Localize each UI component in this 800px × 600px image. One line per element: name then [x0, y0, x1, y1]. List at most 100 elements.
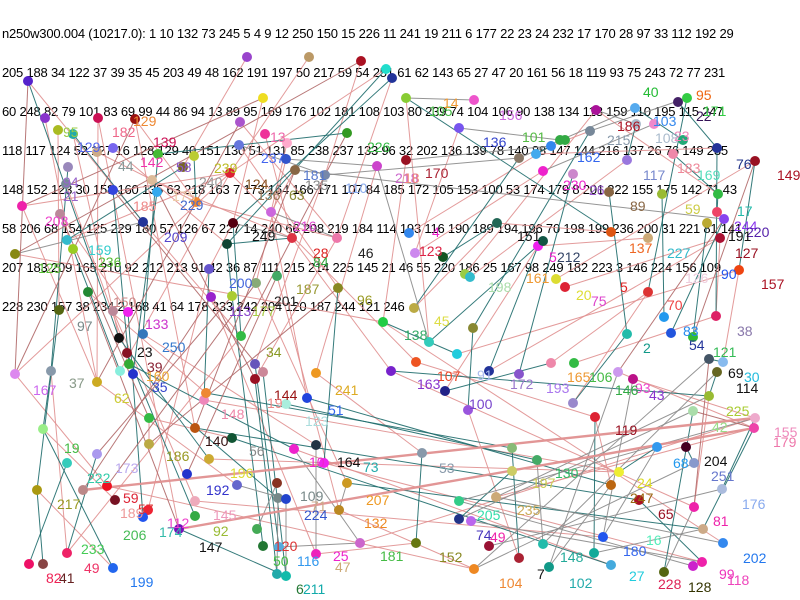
graph-node	[92, 449, 102, 459]
graph-node	[311, 440, 321, 450]
graph-node-label: 35	[152, 379, 168, 395]
graph-node	[282, 138, 292, 148]
graph-node	[68, 129, 78, 139]
graph-node-label: 45	[434, 313, 450, 329]
graph-node	[688, 332, 698, 342]
graph-edge	[27, 80, 120, 339]
graph-node	[62, 235, 72, 245]
graph-edge	[542, 123, 655, 172]
graph-node-label: 101	[522, 129, 546, 145]
graph-edge	[28, 462, 68, 565]
graph-node-label: 148	[560, 549, 584, 565]
graph-node-label: 50	[273, 553, 289, 569]
graph-edge	[458, 500, 694, 567]
graph-node	[122, 348, 132, 358]
graph-edge	[193, 155, 197, 203]
graph-edge	[255, 282, 348, 484]
graph-edge	[602, 446, 658, 538]
graph-edge	[573, 315, 717, 364]
graph-node	[466, 516, 476, 526]
graph-node-label: 193	[546, 380, 570, 396]
graph-edge	[555, 160, 756, 280]
graph-edge	[722, 269, 740, 363]
graph-node-label: 75	[591, 293, 607, 309]
graph-node	[469, 95, 479, 105]
graph-node-label: 200	[229, 275, 253, 291]
graph-node	[138, 329, 148, 339]
graph-node	[643, 287, 653, 297]
graph-node-label: 118	[727, 572, 750, 588]
graph-edge	[36, 309, 60, 491]
graph-node-label: 76	[736, 156, 752, 172]
graph-node-label: 84	[313, 254, 329, 270]
graph-node-label: 108	[655, 130, 679, 146]
graph-node-label: 211	[303, 581, 326, 597]
graph-node	[454, 123, 464, 133]
tour-line: 60 248 82 79 101 83 69 99 44 86 94 13 89…	[2, 104, 724, 119]
graph-node-label: 7	[537, 566, 545, 582]
graph-edge	[473, 462, 695, 570]
graph-edge	[66, 335, 242, 554]
graph-edge	[112, 189, 264, 373]
graph-edge	[458, 417, 756, 502]
graph-node	[178, 162, 188, 172]
graph-node	[319, 458, 329, 468]
graph-edge	[132, 191, 158, 375]
graph-edge	[702, 427, 755, 530]
graph-node-label: 174	[159, 524, 183, 540]
graph-node-label: 19	[267, 395, 283, 411]
graph-node	[492, 218, 502, 228]
graph-node-label: 130	[555, 465, 579, 481]
tour-line: n250w300.004 (10217.0): 1 10 132 73 245 …	[2, 26, 734, 41]
graph-edge	[134, 118, 197, 203]
graph-node	[228, 218, 238, 228]
graph-node	[387, 73, 397, 83]
graph-edge	[595, 109, 719, 195]
graph-node-label: 41	[59, 570, 75, 586]
graph-edge	[677, 101, 718, 149]
graph-node-label: 185	[133, 198, 157, 214]
graph-node	[749, 423, 759, 433]
graph-node-label: 135	[305, 177, 329, 193]
graph-node	[452, 349, 462, 359]
graph-node-label: 51	[328, 402, 344, 418]
graph-edge	[593, 416, 596, 554]
graph-node	[272, 271, 282, 281]
graph-node-label: 220	[746, 224, 770, 240]
graph-node-label: 132	[364, 515, 388, 531]
graph-edge	[276, 275, 340, 511]
graph-node-label: 124	[245, 176, 269, 192]
graph-node	[704, 354, 714, 364]
graph-node	[290, 165, 300, 175]
graph-edge	[376, 165, 430, 343]
graph-node-label: 53	[439, 460, 455, 476]
graph-node	[115, 366, 125, 376]
graph-node-label: 205	[477, 507, 501, 523]
graph-node-label: 146	[615, 382, 639, 398]
graph-node	[10, 249, 20, 259]
graph-edge	[632, 378, 756, 419]
graph-node-label: 156	[499, 107, 523, 123]
graph-node-label: 155	[774, 424, 798, 440]
graph-node	[689, 458, 699, 468]
graph-node-label: 109	[300, 488, 324, 504]
graph-node-label: 177	[252, 303, 276, 319]
graph-node-label: 196	[230, 465, 254, 481]
graph-node-label: 120	[274, 538, 298, 554]
graph-node	[386, 366, 396, 376]
graph-node	[190, 423, 200, 433]
graph-edge	[405, 97, 612, 233]
graph-edge	[715, 237, 721, 317]
graph-edge	[142, 221, 242, 337]
graph-edge	[112, 147, 228, 245]
graph-node-label: 181	[380, 548, 404, 564]
graph-node-label: 74	[476, 527, 492, 543]
graph-node-label: 157	[761, 276, 785, 292]
graph-node	[404, 228, 414, 238]
graph-node-label: 149	[777, 167, 800, 183]
graph-node-label: 71	[311, 498, 327, 514]
graph-node	[630, 103, 640, 113]
graph-node-label: 147	[199, 539, 223, 555]
graph-node	[688, 561, 698, 571]
